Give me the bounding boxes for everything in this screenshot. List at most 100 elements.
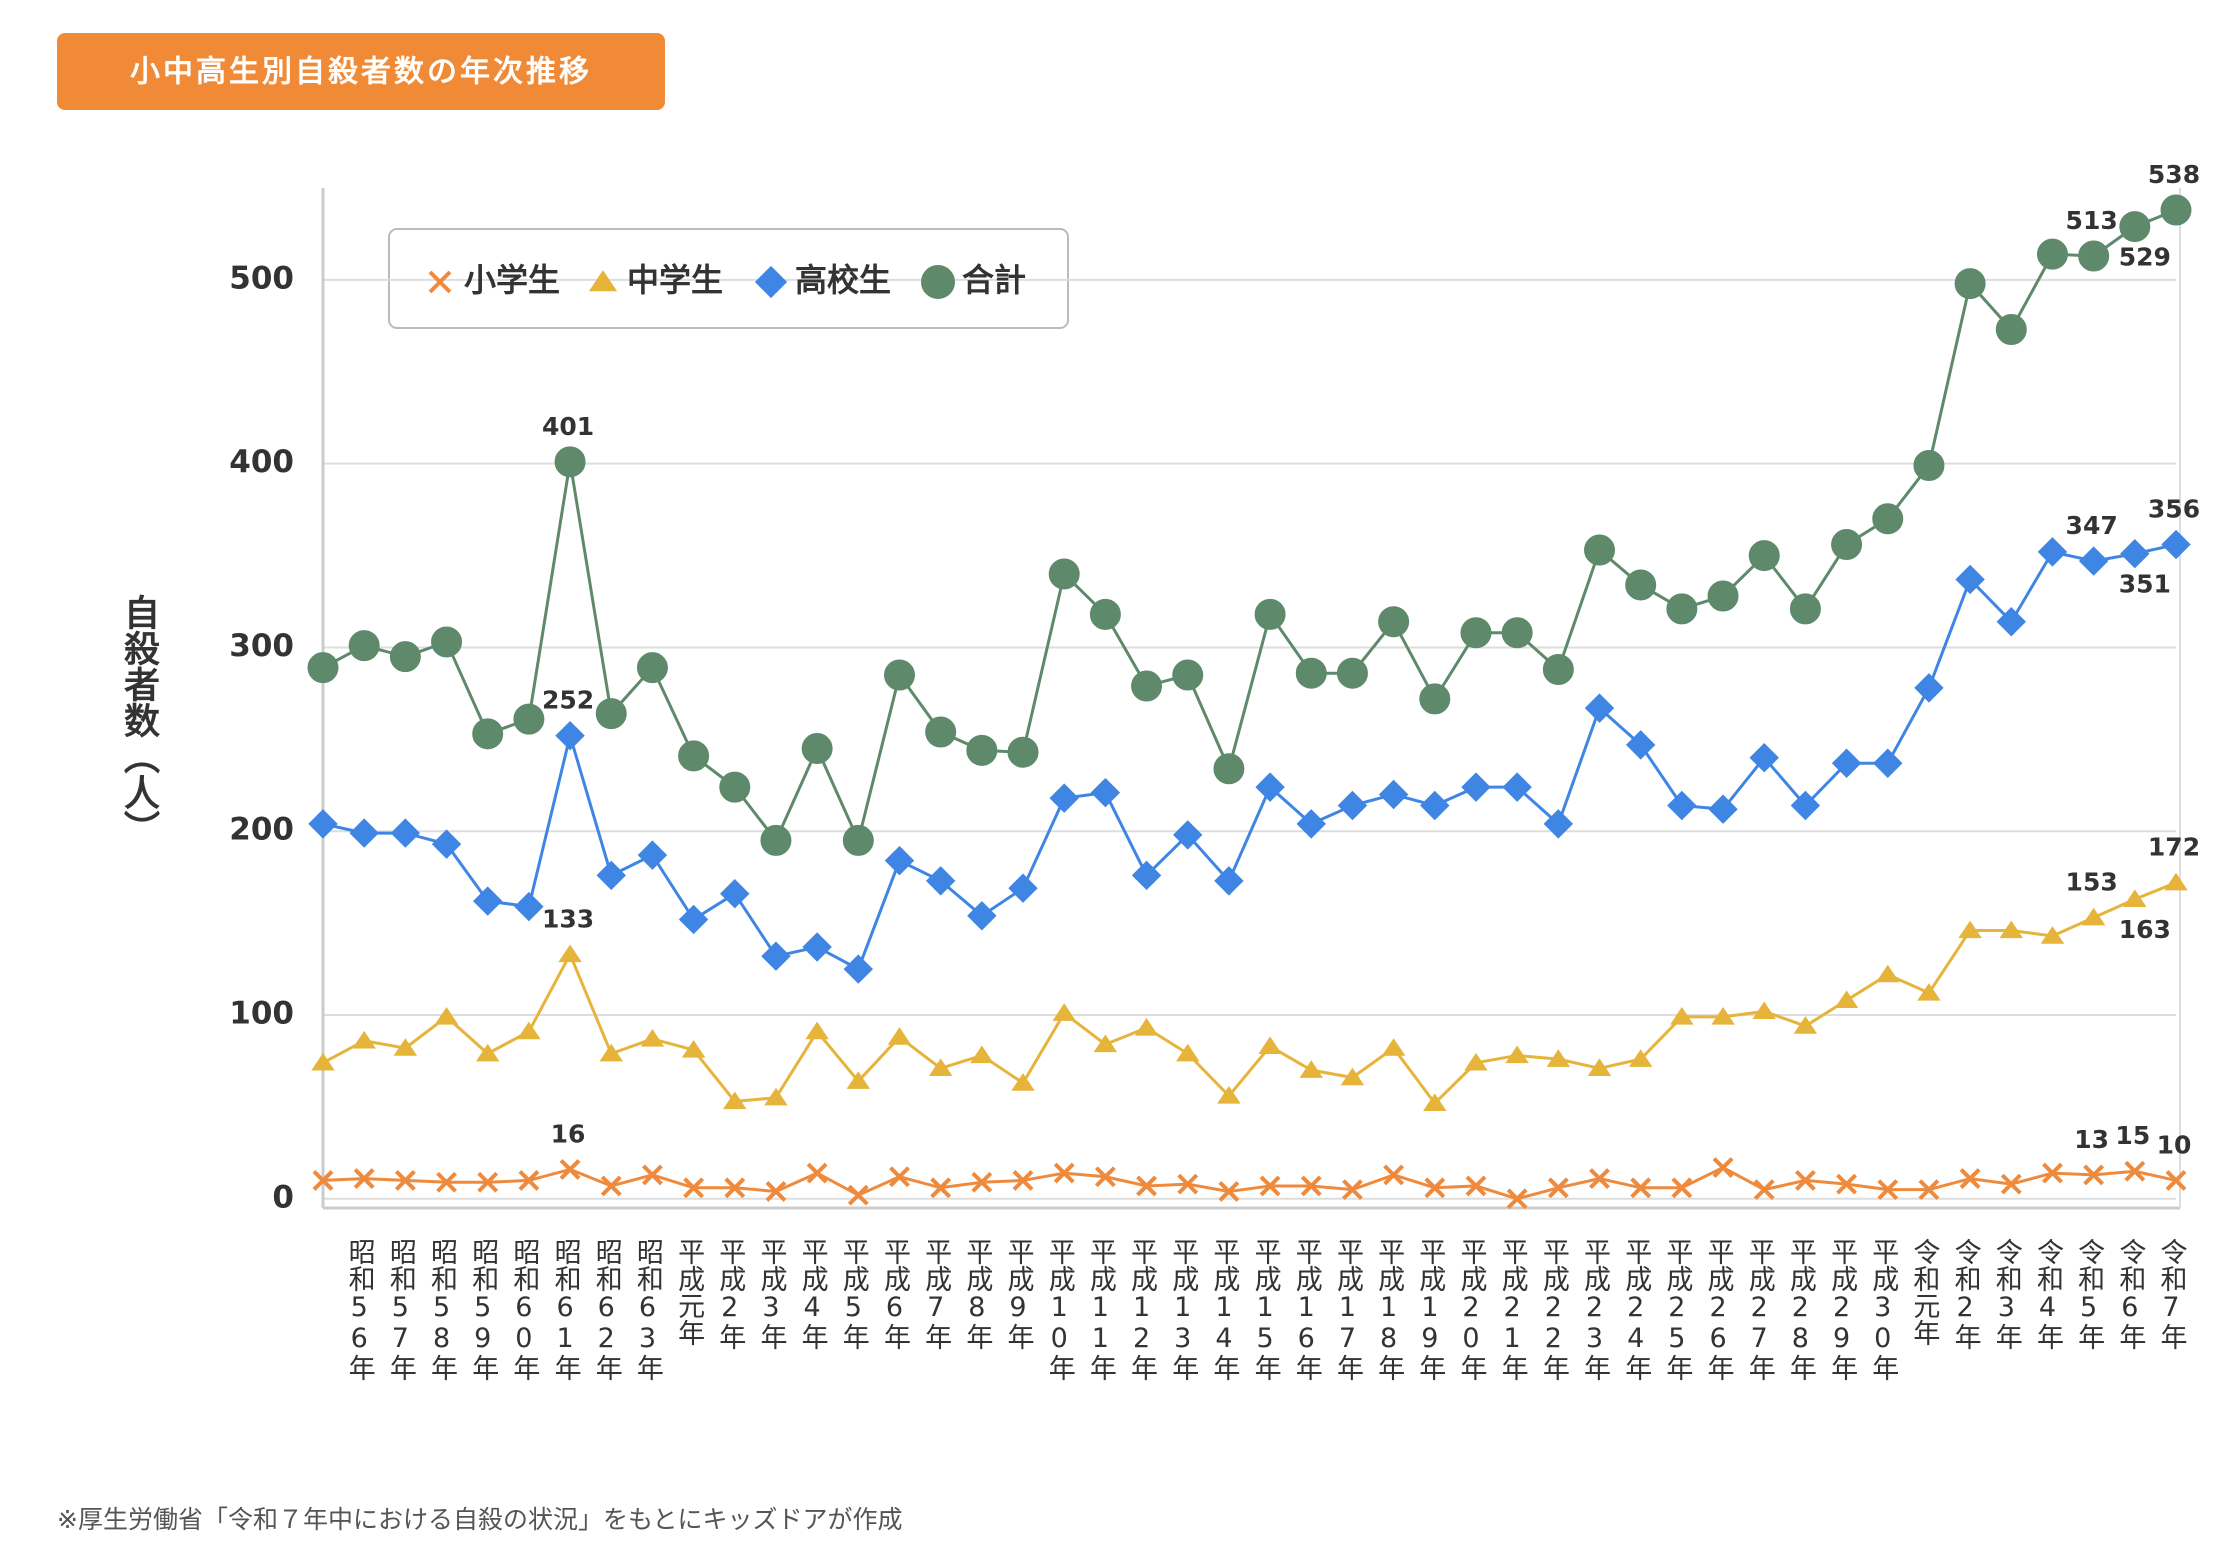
data-point <box>2161 529 2191 560</box>
data-point <box>477 1171 499 1193</box>
data-point <box>1134 1017 1159 1036</box>
data-point <box>1752 1001 1776 1020</box>
data-point <box>1506 1188 1528 1210</box>
x-tick-label: 昭和59年 <box>467 1238 499 1381</box>
data-point <box>1913 450 1945 481</box>
data-point <box>1217 1085 1241 1104</box>
data-point <box>353 1168 375 1190</box>
data-point <box>967 901 997 931</box>
data-label: 513 <box>2066 206 2118 235</box>
data-point <box>1542 654 1574 685</box>
data-point <box>559 1158 581 1180</box>
x-tick-label: 昭和58年 <box>426 1238 458 1381</box>
data-point <box>1214 866 1244 896</box>
data-point <box>1008 873 1038 903</box>
data-point <box>308 809 338 839</box>
data-point <box>2040 926 2065 944</box>
data-point <box>1958 920 1982 939</box>
data-point <box>2164 872 2188 891</box>
data-point <box>928 1058 953 1077</box>
data-point <box>1172 659 1204 691</box>
legend-label: 中学生 <box>627 261 723 299</box>
data-point <box>637 840 668 870</box>
data-point <box>2081 907 2106 926</box>
x-tick-label: 平成10年 <box>1044 1238 1076 1381</box>
data-point <box>1337 790 1368 821</box>
data-point <box>1628 1049 1653 1067</box>
data-point <box>1424 1177 1446 1199</box>
data-point <box>1342 1179 1363 1201</box>
data-point <box>640 1029 665 1047</box>
data-point <box>513 703 545 735</box>
data-label: 529 <box>2119 243 2171 272</box>
data-point <box>514 891 544 922</box>
x-tick-label: 平成23年 <box>1579 1238 1611 1381</box>
data-point <box>1419 683 1451 715</box>
data-point <box>1465 1175 1487 1197</box>
data-label: 252 <box>542 686 594 715</box>
x-tick-label: 平成15年 <box>1250 1238 1282 1381</box>
data-point <box>2078 240 2110 272</box>
data-point <box>1876 964 1900 983</box>
data-point <box>966 734 998 766</box>
data-point <box>1011 1073 1035 1091</box>
y-axis-label: 自殺者数（人） <box>118 594 160 846</box>
data-point <box>1131 670 1163 702</box>
series-line <box>322 543 2177 972</box>
data-point <box>1094 1166 1116 1188</box>
data-point <box>1090 777 1121 808</box>
data-point <box>1914 673 1944 703</box>
x-tick-label: 平成16年 <box>1291 1238 1323 1381</box>
data-point <box>1999 920 2024 939</box>
data-point <box>1460 617 1492 649</box>
data-label: 356 <box>2148 495 2200 524</box>
x-tick-label: 令和3年 <box>1991 1238 2023 1350</box>
data-point <box>970 1045 994 1064</box>
data-point <box>883 659 915 691</box>
data-point <box>1378 779 1409 810</box>
data-point <box>1218 1181 1240 1202</box>
data-point <box>1378 606 1410 638</box>
x-tick-label: 平成元年 <box>673 1238 705 1346</box>
legend-label: 合計 <box>962 261 1026 299</box>
x-tick-label: 平成4年 <box>797 1238 829 1350</box>
legend-marker <box>920 265 956 299</box>
data-point <box>1255 772 1285 802</box>
data-point <box>475 1043 500 1062</box>
data-point <box>805 1021 829 1040</box>
data-point <box>1749 743 1779 773</box>
data-point <box>2123 889 2147 907</box>
data-point <box>884 845 915 876</box>
data-point <box>472 718 504 750</box>
data-point <box>517 1021 541 1040</box>
data-point <box>678 740 710 772</box>
x-tick-label: 昭和61年 <box>550 1238 582 1381</box>
data-point <box>1584 693 1615 723</box>
data-point <box>2042 1162 2063 1184</box>
data-point <box>1053 1162 1075 1184</box>
data-label: 163 <box>2119 915 2171 944</box>
x-tick-label: 平成24年 <box>1620 1238 1652 1381</box>
x-tick-label: 平成26年 <box>1703 1238 1735 1381</box>
data-point <box>595 698 627 730</box>
x-tick-label: 平成7年 <box>920 1238 952 1350</box>
data-point <box>1383 1164 1405 1186</box>
data-point <box>1955 564 1985 595</box>
data-point <box>681 1040 706 1058</box>
data-point <box>1872 503 1904 535</box>
data-point <box>1954 268 1986 299</box>
data-point <box>431 829 462 859</box>
data-point <box>1625 730 1656 760</box>
data-point <box>889 1166 910 1188</box>
x-tick-label: 平成3年 <box>755 1238 787 1350</box>
legend-label: 小学生 <box>464 261 560 299</box>
data-point <box>1177 1173 1199 1195</box>
data-label: 133 <box>542 904 594 933</box>
data-point <box>1175 1043 1200 1062</box>
data-point <box>1793 1016 1818 1034</box>
footnote: ※厚生労働省「令和７年中における自殺の状況」をもとにキッズドアが作成 <box>57 1505 902 1534</box>
data-label: 347 <box>2066 511 2118 540</box>
data-point <box>1625 569 1657 601</box>
x-tick-label: 令和5年 <box>2073 1238 2105 1350</box>
data-point <box>1258 1036 1282 1054</box>
